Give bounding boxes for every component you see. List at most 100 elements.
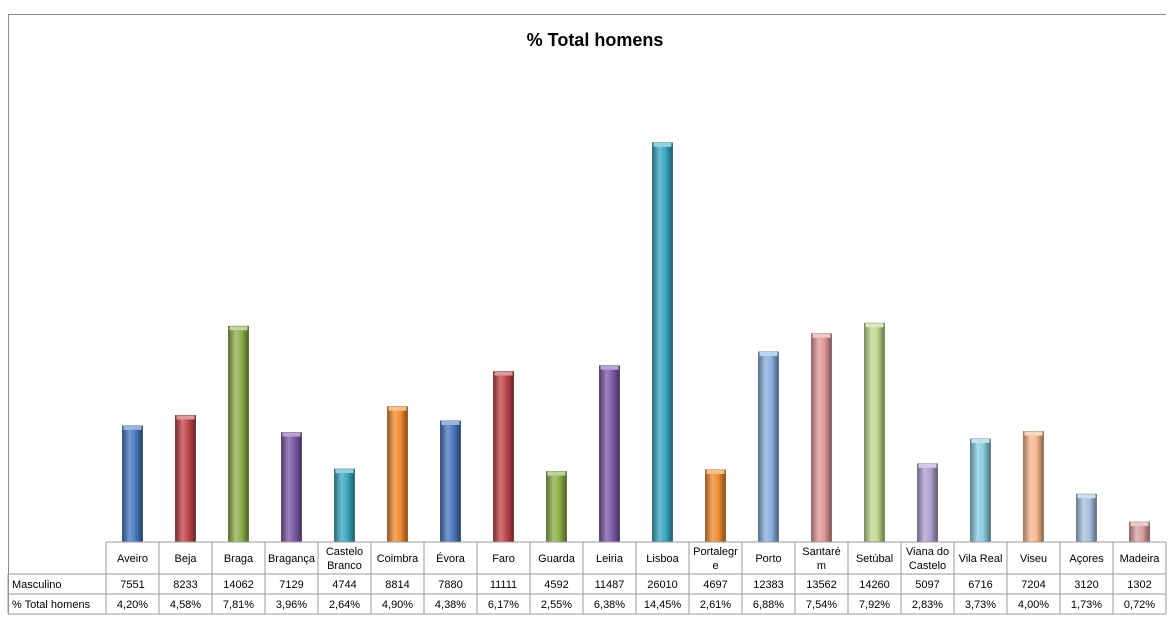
bar-cap <box>388 406 407 411</box>
bar-viana-do-castelo <box>917 463 938 543</box>
cell-masculino: 14062 <box>223 579 254 591</box>
cell-total-homens: 4,90% <box>382 599 413 611</box>
cell-masculino: 6716 <box>968 579 992 591</box>
bar-cap <box>865 323 884 328</box>
bar-viseu <box>1023 431 1044 543</box>
cell-masculino: 4592 <box>544 579 568 591</box>
cell-total-homens: 2,83% <box>912 599 943 611</box>
bar-coimbra <box>387 406 408 543</box>
bar-cap <box>282 432 301 437</box>
bar-lisboa <box>652 142 673 543</box>
bar-cap <box>918 463 937 468</box>
tick-label: Portalegr <box>693 546 738 558</box>
tick-label: Castelo <box>909 560 946 572</box>
bar-évora <box>440 420 461 543</box>
cell-masculino: 1302 <box>1127 579 1151 591</box>
bar-cap <box>441 421 460 426</box>
bar-cap <box>971 438 990 443</box>
cell-total-homens: 2,64% <box>329 599 360 611</box>
cell-masculino: 13562 <box>806 579 837 591</box>
cell-total-homens: 1,73% <box>1071 599 1102 611</box>
bar-leiria <box>599 365 620 543</box>
tick-label: Beja <box>174 553 197 565</box>
cell-total-homens: 7,54% <box>806 599 837 611</box>
tick-label: Setúbal <box>856 553 893 565</box>
cell-total-homens: 2,61% <box>700 599 731 611</box>
bar-cap <box>812 333 831 338</box>
bar-cap <box>653 142 672 147</box>
cell-total-homens: 4,00% <box>1018 599 1049 611</box>
tick-label: Santaré <box>802 546 841 558</box>
cell-total-homens: 14,45% <box>644 599 682 611</box>
tick-label: Bragança <box>268 553 316 565</box>
bar-portalegre <box>705 469 726 543</box>
chart-title: % Total homens <box>526 30 664 50</box>
bar-vila-real <box>970 438 991 543</box>
bar-cap <box>1024 431 1043 436</box>
bar-santarém <box>811 333 832 543</box>
cell-total-homens: 6,38% <box>594 599 625 611</box>
tick-label: Lisboa <box>646 553 679 565</box>
bar-cap <box>123 425 142 430</box>
bar-cap <box>1130 522 1149 527</box>
bar-guarda <box>546 471 567 543</box>
bar-beja <box>175 415 196 543</box>
cell-total-homens: 7,81% <box>223 599 254 611</box>
bar-açores <box>1076 493 1097 543</box>
bar-cap <box>547 471 566 476</box>
bar-cap <box>494 371 513 376</box>
cell-masculino: 8233 <box>173 579 197 591</box>
tick-label: Braga <box>224 553 254 565</box>
cell-total-homens: 6,88% <box>753 599 784 611</box>
tick-label: Açores <box>1069 553 1104 565</box>
tick-label: Viana do <box>906 546 949 558</box>
tick-label: Évora <box>436 552 466 565</box>
tick-label: Coimbra <box>377 553 419 565</box>
tick-label: Faro <box>492 553 515 565</box>
bar-castelo-branco <box>334 468 355 543</box>
cell-masculino: 5097 <box>915 579 939 591</box>
cell-masculino: 8814 <box>385 579 409 591</box>
bar-cap <box>1077 494 1096 499</box>
tick-label: Vila Real <box>959 553 1003 565</box>
bar-cap <box>706 469 725 474</box>
cell-total-homens: 6,17% <box>488 599 519 611</box>
cell-masculino: 7204 <box>1021 579 1045 591</box>
chart-frame <box>8 14 1166 614</box>
tick-label: Madeira <box>1120 553 1161 565</box>
tick-label: Viseu <box>1020 553 1047 565</box>
tick-label: e <box>712 560 718 572</box>
bar-aveiro <box>122 425 143 543</box>
tick-label: Guarda <box>538 553 576 565</box>
cell-masculino: 12383 <box>753 579 784 591</box>
cell-total-homens: 3,96% <box>276 599 307 611</box>
bar-cap <box>759 351 778 356</box>
cell-masculino: 26010 <box>647 579 678 591</box>
bar-cap <box>229 326 248 331</box>
cell-total-homens: 0,72% <box>1124 599 1155 611</box>
bar-setúbal <box>864 322 885 543</box>
bar-porto <box>758 351 779 543</box>
tick-label: Porto <box>755 553 781 565</box>
cell-masculino: 4744 <box>332 579 356 591</box>
cell-masculino: 14260 <box>859 579 890 591</box>
tick-label: m <box>817 560 826 572</box>
bar-cap <box>335 469 354 474</box>
tick-label: Aveiro <box>117 553 148 565</box>
cell-total-homens: 4,20% <box>117 599 148 611</box>
cell-total-homens: 2,55% <box>541 599 572 611</box>
cell-masculino: 7129 <box>279 579 303 591</box>
cell-masculino: 11487 <box>595 579 625 591</box>
tick-label: Leiria <box>596 553 624 565</box>
bar-cap <box>600 365 619 370</box>
tick-label: Castelo <box>326 546 363 558</box>
cell-total-homens: 7,92% <box>859 599 890 611</box>
bar-bragança <box>281 432 302 543</box>
cell-masculino: 11111 <box>490 579 517 591</box>
bar-faro <box>493 371 514 543</box>
cell-masculino: 7551 <box>120 579 144 591</box>
bar-cap <box>176 415 195 420</box>
cell-total-homens: 3,73% <box>965 599 996 611</box>
bar-braga <box>228 325 249 543</box>
